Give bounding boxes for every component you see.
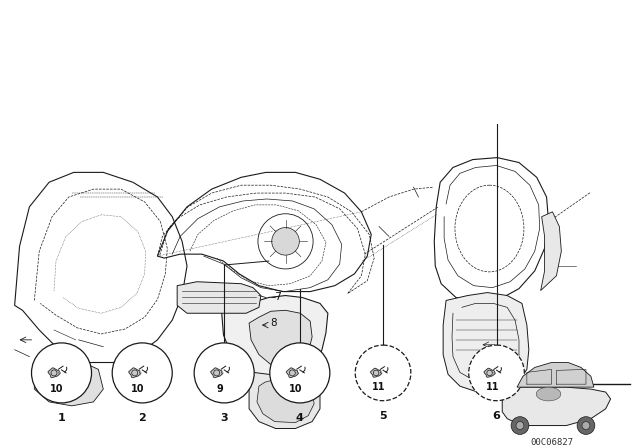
Polygon shape (177, 282, 261, 313)
Polygon shape (286, 368, 299, 378)
Text: 5: 5 (380, 410, 387, 421)
Polygon shape (371, 368, 382, 377)
Polygon shape (517, 362, 594, 387)
Polygon shape (35, 362, 103, 406)
Circle shape (272, 228, 300, 255)
Text: 10: 10 (131, 383, 145, 393)
Circle shape (468, 345, 524, 401)
Polygon shape (48, 368, 60, 378)
Text: 10: 10 (51, 383, 64, 393)
Text: 9: 9 (216, 383, 223, 393)
Text: 2: 2 (138, 413, 146, 423)
Text: 8: 8 (271, 318, 277, 328)
Text: –7: –7 (271, 293, 283, 302)
Circle shape (194, 343, 254, 403)
Text: 11: 11 (486, 382, 499, 392)
Text: 6: 6 (493, 410, 500, 421)
Polygon shape (249, 310, 312, 367)
Circle shape (511, 417, 529, 435)
Polygon shape (129, 368, 141, 378)
Text: 00C06827: 00C06827 (530, 438, 573, 448)
Polygon shape (541, 212, 561, 291)
Polygon shape (211, 368, 223, 378)
Circle shape (270, 343, 330, 403)
Polygon shape (443, 293, 529, 392)
Circle shape (355, 345, 411, 401)
Polygon shape (502, 387, 611, 426)
Text: 10: 10 (289, 383, 302, 393)
Text: 11: 11 (372, 382, 386, 392)
Ellipse shape (536, 387, 561, 401)
Circle shape (112, 343, 172, 403)
Circle shape (577, 417, 595, 435)
Text: 3: 3 (220, 413, 228, 423)
Circle shape (582, 422, 590, 430)
Polygon shape (484, 368, 495, 377)
Circle shape (516, 422, 524, 430)
Circle shape (31, 343, 92, 403)
Polygon shape (221, 296, 328, 378)
Text: 4: 4 (296, 413, 304, 423)
Polygon shape (249, 372, 320, 428)
Polygon shape (257, 378, 314, 422)
Text: 1: 1 (58, 413, 65, 423)
